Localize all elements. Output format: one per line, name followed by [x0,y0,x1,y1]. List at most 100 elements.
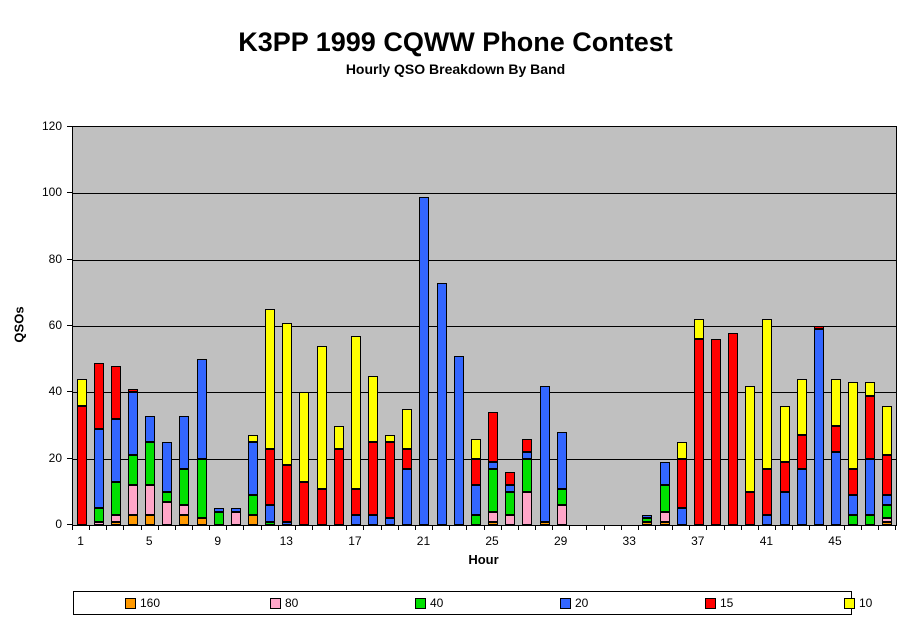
legend-item-160: 160 [125,592,160,614]
y-tick-label-60: 60 [48,318,62,332]
bar-hour-17-band-15 [350,488,361,516]
x-tick-label-21: 21 [416,534,431,548]
bar-hour-29-band-20 [556,432,567,489]
y-tick-20 [67,457,72,459]
bar-hour-2-band-20 [93,428,104,509]
legend-label-160: 160 [140,596,161,610]
bar-hour-12-band-20 [265,505,276,522]
bar-hour-42-band-20 [779,491,790,525]
x-tick [363,525,365,530]
bar-hour-16-band-10 [333,425,344,449]
bar-hour-17-band-20 [350,515,361,525]
bar-hour-14-band-10 [299,392,310,482]
legend-swatch-20 [560,597,571,609]
bar-hour-17-band-10 [350,335,361,489]
bar-hour-25-band-20 [488,462,499,469]
bar-hour-27-band-20 [522,452,533,459]
bar-hour-11-band-20 [248,442,259,496]
x-tick-label-25: 25 [485,534,499,548]
bar-hour-27-band-80 [522,491,533,525]
legend-swatch-160 [125,597,136,609]
bar-hour-40-band-15 [745,491,756,525]
bar-hour-5-band-20 [145,415,156,443]
bar-hour-36-band-10 [676,442,687,459]
bar-hour-20-band-20 [402,468,413,525]
bar-hour-20-band-10 [402,408,413,449]
bar-hour-24-band-40 [470,515,481,525]
x-tick-label-13: 13 [279,534,293,548]
bar-hour-35-band-20 [659,462,670,486]
chart-subtitle: Hourly QSO Breakdown By Band [345,61,566,77]
y-tick-label-100: 100 [41,185,62,200]
bar-hour-19-band-10 [385,435,396,443]
x-tick [329,525,331,530]
legend: 160 80 40 20 15 10 [73,591,872,615]
bar-hour-42-band-10 [779,405,790,462]
x-tick-label-5: 5 [145,534,153,548]
y-tick-80 [67,258,72,260]
x-tick [414,525,416,530]
y-tick-120 [67,126,72,127]
bar-hour-18-band-15 [368,442,379,516]
x-tick [740,525,742,530]
bar-hour-4-band-40 [128,455,138,486]
gridline-80 [73,259,896,261]
bar-hour-38-band-15 [710,339,721,525]
bar-hour-36-band-20 [676,508,687,525]
gridline-20 [73,458,896,460]
bar-hour-3-band-160 [110,521,121,525]
bar-hour-4-band-160 [128,515,138,525]
x-tick [432,525,434,530]
y-tick-label-20: 20 [48,450,62,465]
legend-item-20: 20 [560,592,588,614]
bar-hour-18-band-20 [368,515,379,525]
x-tick-label-37: 37 [691,534,705,548]
x-tick [877,525,879,530]
x-tick [500,525,502,530]
bar-hour-15-band-10 [316,345,327,489]
bar-hour-29-band-80 [556,505,567,525]
bar-hour-35-band-40 [659,485,670,512]
x-tick [792,525,794,530]
bar-hour-36-band-15 [676,458,687,509]
bar-hour-34-band-40 [642,518,653,522]
chart-title: K3PP 1999 CQWW Phone Contest [238,27,673,57]
legend-label-80: 80 [285,596,299,610]
x-tick [534,525,536,530]
y-tick-0 [67,524,72,525]
bar-hour-34-band-160 [642,521,653,525]
x-tick-label-1: 1 [77,534,84,548]
bar-hour-34-band-20 [642,515,653,519]
bar-hour-11-band-40 [248,495,259,516]
x-tick [72,525,73,530]
bar-hour-43-band-10 [796,379,807,436]
bar-hour-8-band-40 [196,458,207,519]
bar-hour-48-band-160 [882,521,893,525]
bar-hour-44-band-20 [813,329,824,525]
bar-hour-47-band-10 [865,382,876,396]
bar-hour-48-band-15 [882,455,893,496]
bar-hour-2-band-15 [93,362,104,429]
bar-hour-46-band-10 [848,382,859,469]
x-tick [586,525,588,530]
bar-hour-27-band-40 [522,458,533,492]
legend-item-10: 10 [844,592,872,614]
x-tick [569,525,571,530]
bar-hour-35-band-160 [659,521,670,525]
x-tick [895,525,896,530]
x-tick [277,525,279,530]
x-tick-label-45: 45 [828,534,842,548]
x-tick [723,525,725,530]
bar-hour-26-band-40 [505,491,516,516]
bar-hour-7-band-80 [179,505,190,516]
bar-hour-6-band-80 [162,501,173,525]
bar-hour-5-band-160 [145,515,156,525]
x-tick [89,525,91,530]
legend-swatch-80 [270,597,281,609]
bar-hour-6-band-20 [162,442,173,492]
bar-hour-2-band-40 [93,508,104,522]
bar-hour-46-band-20 [848,495,859,516]
bar-hour-24-band-10 [470,438,481,459]
bar-hour-14-band-15 [299,481,310,525]
x-tick [706,525,708,530]
